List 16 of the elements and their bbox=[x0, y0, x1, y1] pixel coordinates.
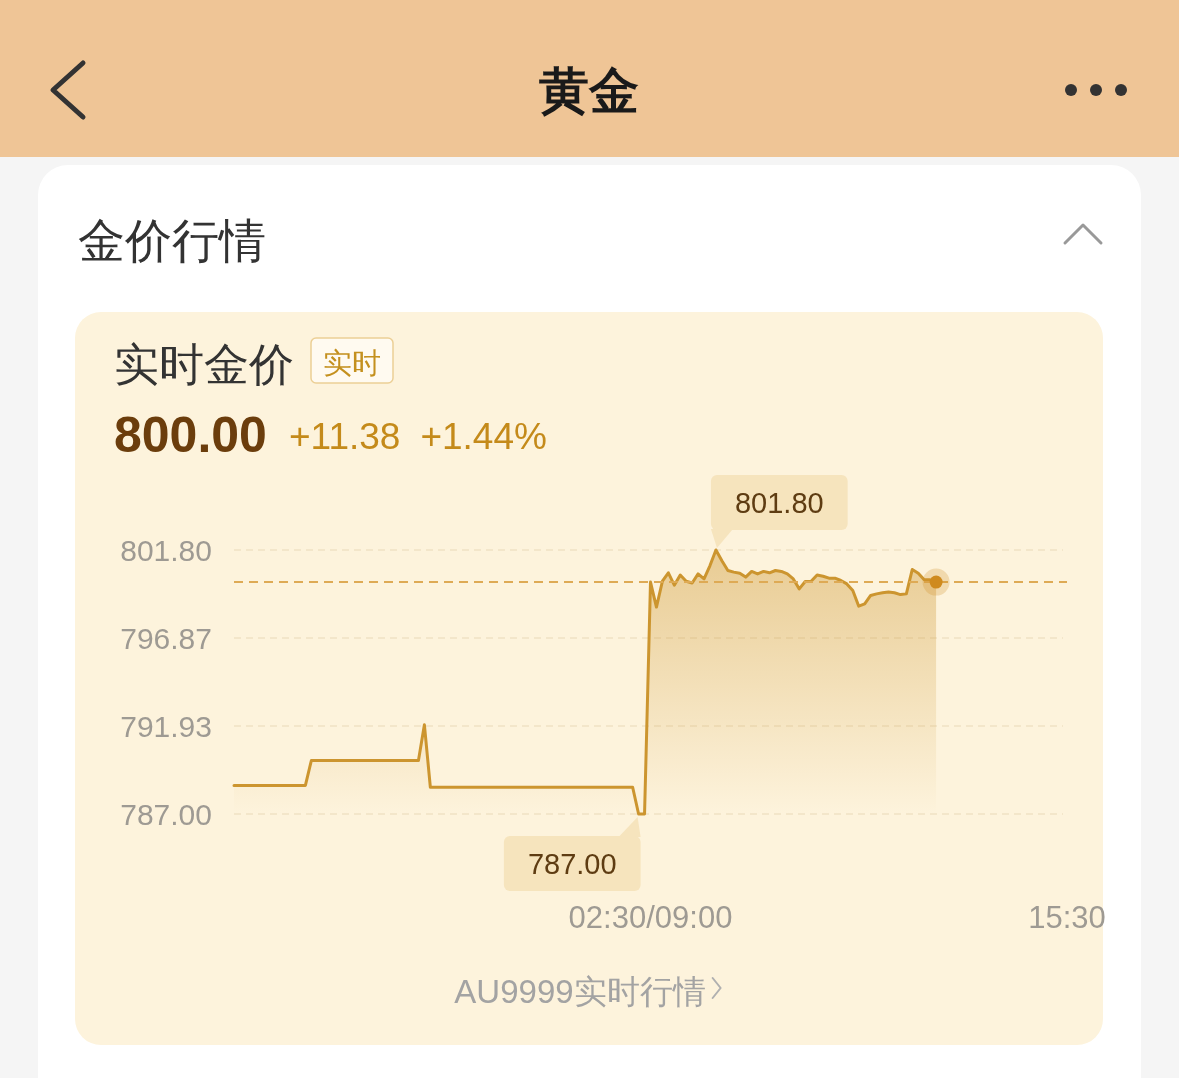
chart-title: 实时金价 bbox=[114, 339, 294, 390]
y-tick-label: 796.87 bbox=[120, 621, 212, 655]
text: +11.38 bbox=[288, 416, 401, 457]
y-tick-label: 791.93 bbox=[120, 710, 212, 744]
text: AU9999实时行情 bbox=[454, 973, 706, 1010]
min-label: 787.00 bbox=[503, 817, 641, 891]
text: 黄金 bbox=[539, 63, 639, 119]
y-tick-label: 787.00 bbox=[120, 798, 212, 831]
text: +1.44% bbox=[420, 416, 547, 457]
text: 800.00 bbox=[114, 407, 267, 463]
x-tick-label: 15:30 bbox=[1028, 900, 1106, 935]
x-tick-label: 02:30/09:00 bbox=[568, 900, 733, 935]
text: 金价行情 bbox=[78, 214, 266, 267]
y-tick-label: 801.80 bbox=[120, 534, 212, 567]
text: 实时 bbox=[323, 347, 381, 379]
max-label: 801.80 bbox=[710, 475, 848, 548]
